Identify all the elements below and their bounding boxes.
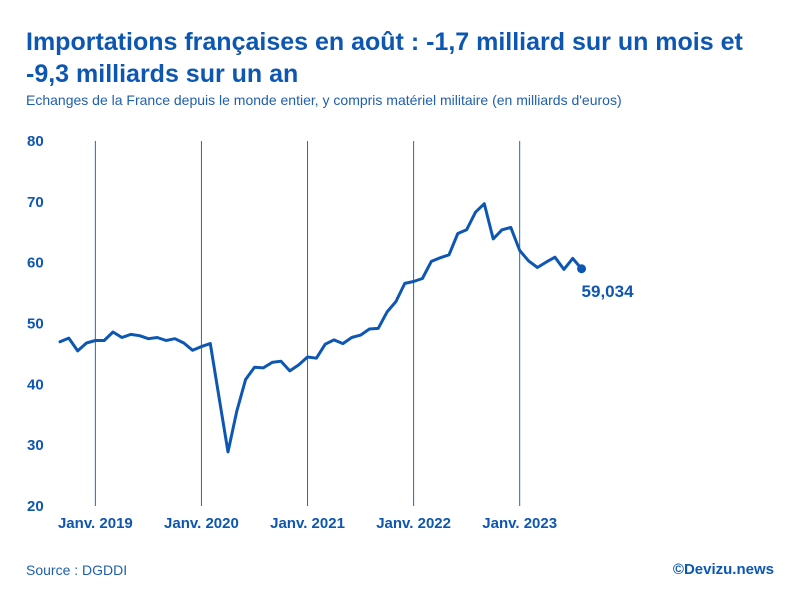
x-tick-label: Janv. 2021 [270,515,345,532]
series-group: 59,034 [58,202,635,454]
y-tick-label: 30 [27,437,44,454]
y-tick-label: 80 [27,133,44,150]
y-tick-label: 50 [27,316,44,333]
y-tick-label: 60 [27,255,44,272]
last-point-marker [577,264,587,274]
x-tick-label: Janv. 2019 [58,515,133,532]
y-tick-label: 20 [27,498,44,515]
y-tick-label: 70 [27,194,44,211]
chart-title: Importations françaises en août : -1,7 m… [26,28,743,88]
x-tick-label: Janv. 2023 [482,515,557,532]
series-line [58,202,584,454]
source-note: Source : DGDDI [26,562,128,578]
vertical-gridlines [94,141,521,506]
last-value-label: 59,034 [582,282,635,301]
x-tick-label: Janv. 2020 [164,515,239,532]
x-tick-label: Janv. 2022 [376,515,451,532]
y-axis: 80 70 60 50 40 30 20 [27,133,44,515]
y-tick-label: 40 [27,376,44,393]
brand-credit: ©Devizu.news [672,561,774,578]
x-axis: Janv. 2019 Janv. 2020 Janv. 2021 Janv. 2022… [58,515,557,532]
chart-subtitle: Echanges de la France depuis le monde en… [26,92,622,108]
